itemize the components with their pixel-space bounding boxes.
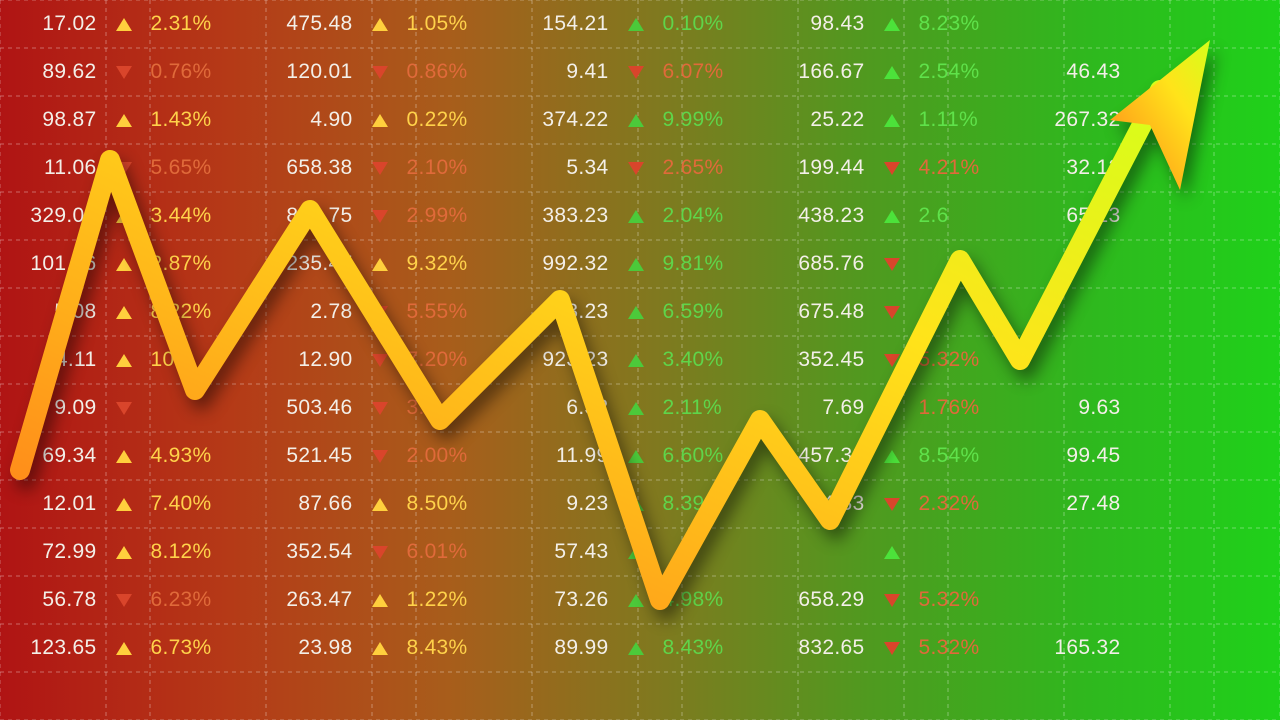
trend-arrow [0, 0, 1280, 720]
stock-ticker-board: 17.022.31%475.481.05%154.210.10%98.438.2… [0, 0, 1280, 720]
